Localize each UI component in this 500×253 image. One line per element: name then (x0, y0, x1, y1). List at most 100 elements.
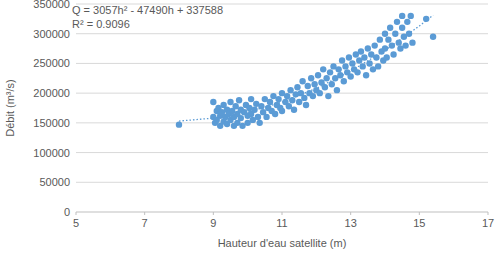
y-tick-label: 100000 (33, 147, 70, 159)
scatter-point (263, 114, 269, 120)
scatter-point (382, 45, 388, 51)
scatter-point (341, 78, 347, 84)
y-tick-label: 200000 (33, 87, 70, 99)
scatter-point (275, 96, 281, 102)
scatter-point (404, 19, 410, 25)
y-tick-label: 350000 (33, 0, 70, 10)
y-tick-label: 250000 (33, 57, 70, 69)
scatter-point (396, 39, 402, 45)
scatter-point (339, 57, 345, 63)
scatter-point (334, 87, 340, 93)
chart: 0 50000 100000 150000 200000 250000 300000 3500… (0, 0, 500, 253)
scatter-point (305, 83, 311, 89)
scatter-point (349, 60, 355, 66)
scatter-point (301, 95, 307, 101)
scatter-point (238, 115, 244, 121)
x-tick-label: 11 (276, 217, 287, 229)
scatter-point (322, 84, 328, 90)
scatter-point (251, 107, 257, 113)
x-tick (282, 212, 283, 215)
scatter-point (358, 48, 364, 54)
scatter-point (227, 99, 233, 105)
scatter-point (296, 99, 302, 105)
scatter-point (311, 81, 317, 87)
grid-line (76, 63, 488, 64)
x-tick-label: 5 (73, 217, 79, 229)
scatter-point (408, 13, 414, 19)
grid-line (76, 122, 488, 123)
x-tick-label: 17 (482, 217, 494, 229)
x-tick (419, 212, 420, 215)
scatter-point (354, 69, 360, 75)
grid-line (76, 152, 488, 153)
scatter-point (409, 39, 415, 45)
scatter-point (365, 45, 371, 51)
x-tick-label: 9 (210, 217, 216, 229)
scatter-point (320, 66, 326, 72)
annotation: Q = 3057h² - 47490h + 337588 (72, 4, 223, 16)
x-tick (76, 212, 77, 215)
scatter-point (284, 93, 290, 99)
y-tick-label: 0 (64, 206, 70, 218)
scatter-point (387, 25, 393, 31)
scatter-point (335, 66, 341, 72)
scatter-point (363, 72, 369, 78)
scatter-point (255, 114, 261, 120)
scatter-point (430, 33, 436, 39)
y-tick-label: 150000 (33, 117, 70, 129)
trend-line (179, 15, 433, 121)
scatter-point (346, 54, 352, 60)
x-tick (144, 212, 145, 215)
y-tick-label: 50000 (39, 176, 70, 188)
x-tick-label: 7 (142, 217, 148, 229)
scatter-point (236, 97, 242, 103)
scatter-point (390, 51, 396, 57)
scatter-point (361, 54, 367, 60)
scatter-point (299, 78, 305, 84)
scatter-point (342, 63, 348, 69)
scatter-point (279, 108, 285, 114)
scatter-point (402, 42, 408, 48)
scatter-point (287, 87, 293, 93)
x-axis-title: Hauteur d'eau satellite (m) (218, 237, 347, 249)
scatter-point (394, 19, 400, 25)
x-tick (213, 212, 214, 215)
scatter-point (303, 102, 309, 108)
scatter-point (375, 63, 381, 69)
scatter-point (256, 120, 262, 126)
scatter-point (327, 69, 333, 75)
scatter-point (385, 36, 391, 42)
x-tick-label: 13 (345, 217, 357, 229)
x-tick (488, 212, 489, 215)
scatter-point (315, 72, 321, 78)
scatter-point (359, 63, 365, 69)
scatter-point (399, 25, 405, 31)
scatter-point (310, 93, 316, 99)
scatter-point (291, 107, 297, 113)
scatter-point (377, 36, 383, 42)
scatter-point (384, 54, 390, 60)
scatter-point (308, 75, 314, 81)
scatter-point (210, 99, 216, 105)
scatter-point (337, 72, 343, 78)
scatter-point (272, 111, 278, 117)
scatter-point (248, 96, 254, 102)
x-tick-label: 15 (413, 217, 425, 229)
x-tick (350, 212, 351, 215)
scatter-point (372, 42, 378, 48)
annotation: R² = 0.9096 (72, 18, 130, 30)
y-axis-title: Débit (m³/s) (4, 79, 16, 136)
scatter-point (382, 31, 388, 37)
scatter-point (323, 75, 329, 81)
scatter-point (399, 13, 405, 19)
scatter-point (294, 84, 300, 90)
grid-line (76, 33, 488, 34)
scatter-point (392, 31, 398, 37)
scatter-point (317, 90, 323, 96)
scatter-point (329, 81, 335, 87)
plot-area (176, 13, 436, 129)
grid-line (76, 182, 488, 183)
scatter-point (176, 121, 182, 127)
y-tick-label: 300000 (33, 28, 70, 40)
scatter-point (325, 93, 331, 99)
